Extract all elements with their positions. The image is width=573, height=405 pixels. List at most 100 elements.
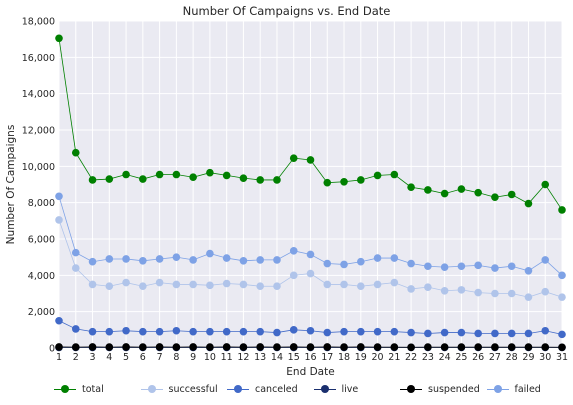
data-point-suspended [139, 343, 147, 351]
x-tick-label: 11 [221, 352, 233, 363]
data-point-failed [390, 254, 399, 262]
legend-swatch [313, 383, 336, 395]
data-point-total [122, 170, 130, 179]
data-point-failed [172, 253, 181, 261]
data-point-failed [407, 259, 415, 268]
data-point-canceled [273, 328, 281, 337]
data-point-suspended [239, 343, 248, 351]
data-point-canceled [340, 327, 348, 336]
x-tick-label: 24 [439, 352, 451, 363]
data-point-successful [340, 280, 348, 289]
data-point-failed [507, 262, 516, 271]
series-failed [55, 192, 566, 280]
x-tick-label: 2 [73, 352, 79, 363]
x-tick-label: 26 [472, 352, 484, 363]
data-point-failed [273, 256, 281, 264]
data-point-failed [189, 256, 197, 264]
data-point-failed [357, 257, 365, 266]
data-point-suspended [424, 343, 432, 351]
legend-item-suspended: suspended [400, 381, 480, 397]
data-point-total [524, 199, 533, 208]
x-axis-label: End Date [286, 366, 334, 378]
x-tick-label: 9 [190, 352, 196, 363]
data-point-suspended [474, 343, 482, 351]
data-point-successful [457, 286, 466, 294]
x-tick-label: 12 [237, 352, 249, 363]
x-tick-label: 27 [489, 352, 501, 363]
data-point-failed [206, 249, 214, 258]
x-tick-label: 18 [338, 352, 350, 363]
legend-swatch [140, 383, 163, 395]
data-point-suspended [189, 343, 197, 351]
x-tick-label: 19 [355, 352, 367, 363]
legend-item-live: live [313, 381, 359, 397]
x-tick-label: 10 [204, 352, 216, 363]
y-tick-label: 12,000 [22, 126, 55, 137]
legend-label: live [341, 383, 359, 395]
data-point-canceled [323, 328, 332, 337]
data-point-failed [139, 257, 147, 265]
data-point-total [239, 174, 248, 182]
data-point-successful [541, 287, 550, 296]
data-point-suspended [306, 343, 315, 351]
data-point-total [323, 178, 332, 187]
data-point-successful [289, 271, 298, 280]
data-point-failed [491, 264, 499, 272]
data-point-suspended [507, 343, 516, 351]
data-point-total [105, 175, 114, 183]
data-point-suspended [222, 343, 231, 351]
data-point-canceled [256, 327, 265, 336]
x-tick-label: 20 [372, 352, 384, 363]
series-suspended [55, 343, 566, 352]
data-point-canceled [541, 326, 550, 335]
data-point-suspended [256, 343, 265, 351]
data-point-failed [306, 250, 315, 259]
data-point-total [206, 168, 214, 177]
data-point-canceled [105, 327, 114, 336]
data-point-failed [289, 247, 298, 255]
data-point-suspended [289, 343, 298, 351]
data-point-canceled [507, 329, 516, 338]
y-tick-label: 18,000 [22, 17, 55, 28]
legend-swatch [400, 383, 422, 395]
series-successful [55, 216, 566, 301]
data-point-total [390, 170, 399, 179]
x-tick-label: 21 [388, 352, 400, 363]
data-point-canceled [357, 327, 365, 336]
data-point-total [474, 188, 482, 197]
x-tick-label: 14 [271, 352, 283, 363]
data-point-failed [524, 266, 533, 275]
data-point-total [507, 190, 516, 199]
data-point-suspended [558, 343, 566, 352]
data-point-suspended [71, 343, 80, 351]
x-tick-label: 3 [90, 352, 96, 363]
data-point-successful [558, 293, 566, 301]
data-point-failed [222, 254, 231, 262]
data-point-suspended [440, 343, 449, 351]
y-tick-label: 6,000 [28, 235, 55, 246]
legend-item-successful: successful [140, 381, 218, 397]
data-point-successful [122, 278, 130, 287]
data-point-successful [55, 216, 63, 224]
data-point-total [306, 156, 315, 164]
x-tick-label: 28 [506, 352, 518, 363]
data-point-successful [323, 280, 332, 289]
data-point-successful [222, 279, 231, 288]
series-total [55, 34, 566, 214]
x-tick-label: 17 [321, 352, 333, 363]
x-tick-label: 25 [455, 352, 467, 363]
data-point-suspended [206, 343, 214, 351]
data-point-successful [71, 264, 80, 272]
data-point-suspended [390, 343, 399, 351]
data-point-total [88, 176, 97, 184]
data-point-total [139, 175, 147, 183]
x-tick-label: 1 [56, 352, 62, 363]
data-point-canceled [189, 327, 197, 336]
data-point-canceled [172, 326, 181, 335]
data-point-suspended [373, 343, 382, 351]
legend-swatch [54, 383, 76, 395]
data-point-suspended [155, 343, 164, 351]
data-point-failed [105, 255, 114, 263]
data-point-canceled [491, 329, 499, 338]
